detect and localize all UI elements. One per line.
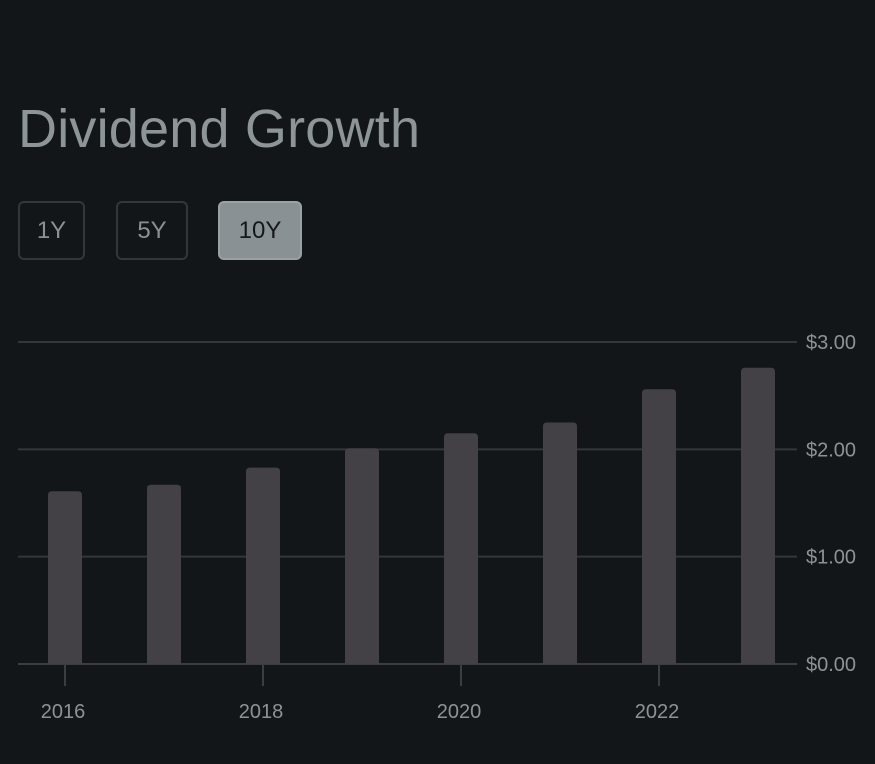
range-button-10y[interactable]: 10Y	[218, 201, 302, 260]
x-tick-label: 2016	[41, 701, 86, 723]
x-axis: 2016 2018 2020 2022	[41, 664, 680, 723]
chart-title: Dividend Growth	[18, 99, 421, 159]
bars	[48, 367, 775, 664]
bar-2023	[741, 367, 775, 664]
x-tick-label: 2022	[635, 701, 680, 723]
bar-2021	[543, 422, 577, 664]
range-button-5y[interactable]: 5Y	[116, 201, 188, 260]
y-tick-label: $0.00	[806, 654, 856, 676]
y-tick-label: $2.00	[806, 439, 856, 461]
x-tick-label: 2020	[437, 701, 482, 723]
bar-2022	[642, 389, 676, 664]
bar-2017	[147, 484, 181, 664]
bar-2016	[48, 491, 82, 664]
bar-2019	[345, 448, 379, 664]
y-tick-label: $3.00	[806, 332, 856, 354]
x-tick-label: 2018	[239, 701, 284, 723]
range-button-1y[interactable]: 1Y	[18, 201, 85, 260]
bar-2020	[444, 433, 478, 664]
y-tick-label: $1.00	[806, 547, 856, 569]
gridlines	[18, 341, 797, 665]
bar-2018	[246, 467, 280, 664]
y-axis: $0.00 $1.00 $2.00 $3.00	[806, 332, 856, 676]
